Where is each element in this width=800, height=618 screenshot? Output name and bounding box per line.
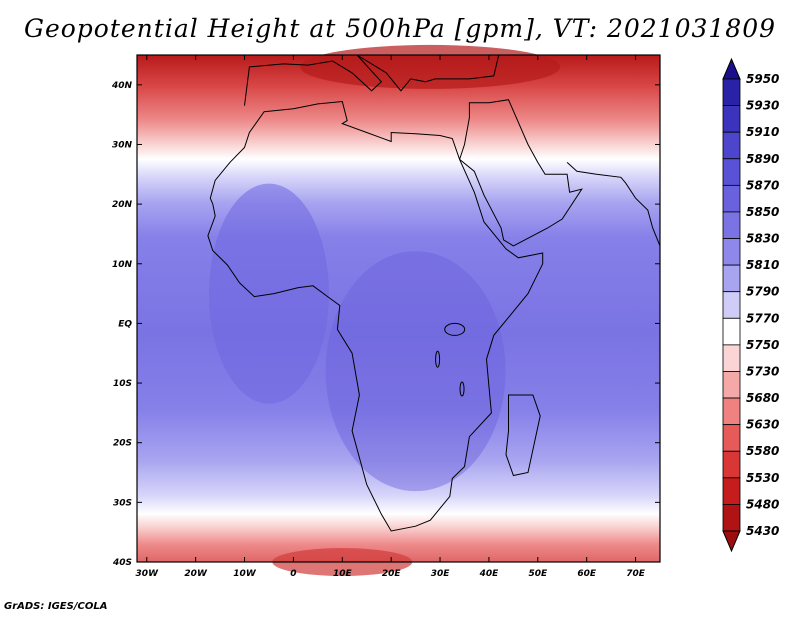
colorbar-box bbox=[722, 238, 741, 266]
colorbar-box bbox=[722, 131, 741, 160]
lake-outline bbox=[444, 322, 466, 336]
colorbar-level-label: 5850 bbox=[746, 205, 779, 219]
colorbar-level-label: 5930 bbox=[746, 99, 779, 113]
colorbar-level-label: 5890 bbox=[746, 152, 779, 166]
height-high-area bbox=[208, 183, 329, 404]
colorbar-max-triangle bbox=[722, 57, 741, 80]
colorbar-level-label: 5790 bbox=[746, 285, 779, 299]
colorbar-box bbox=[722, 211, 741, 239]
lon-tick-label: 50E bbox=[528, 569, 548, 579]
colorbar-level-label: 5750 bbox=[746, 338, 779, 352]
colorbar-box bbox=[722, 424, 741, 452]
lon-tick-label: 30E bbox=[431, 569, 451, 579]
arabia-coastline bbox=[459, 99, 583, 247]
colorbar-box bbox=[722, 397, 741, 426]
lake-outline bbox=[459, 381, 465, 397]
colorbar-min-triangle bbox=[722, 530, 741, 553]
madagascar-coastline bbox=[505, 394, 541, 477]
lon-tick-label: 20W bbox=[184, 569, 208, 579]
colorbar-level-label: 5910 bbox=[746, 125, 779, 139]
lon-tick-label: 0 bbox=[290, 569, 296, 579]
lat-tick-label: 30N bbox=[112, 140, 133, 150]
colorbar-level-label: 5870 bbox=[746, 178, 779, 192]
lon-tick-label: 70E bbox=[626, 569, 646, 579]
lat-tick-label: 40S bbox=[112, 558, 132, 568]
colorbar-box bbox=[722, 477, 741, 505]
height-high-area bbox=[325, 251, 506, 492]
lat-tick-label: 10S bbox=[113, 379, 132, 389]
lon-tick-label: 30W bbox=[136, 569, 160, 579]
africa-coastline bbox=[207, 100, 544, 532]
height-low-area bbox=[300, 44, 561, 89]
colorbar-box bbox=[722, 317, 741, 346]
lon-tick-label: 40E bbox=[479, 569, 500, 579]
colorbar-level-label: 5730 bbox=[746, 364, 779, 378]
colorbar-level-label: 5580 bbox=[746, 444, 779, 458]
colorbar-level-label: 5530 bbox=[746, 471, 779, 485]
lat-tick-label: 20N bbox=[112, 200, 133, 210]
lon-tick-label: 60E bbox=[577, 569, 597, 579]
colorbar-box bbox=[722, 158, 741, 186]
colorbar-level-label: 5810 bbox=[746, 258, 779, 272]
asia-coastline bbox=[566, 162, 661, 247]
colorbar-box bbox=[722, 291, 741, 319]
colorbar-level-label: 5680 bbox=[746, 391, 779, 405]
colorbar-level-label: 5480 bbox=[746, 497, 779, 511]
colorbar-level-label: 5950 bbox=[746, 72, 779, 86]
colorbar-box bbox=[722, 450, 741, 479]
lon-tick-label: 10E bbox=[333, 569, 353, 579]
colorbar-box bbox=[722, 504, 741, 532]
colorbar-box bbox=[722, 344, 741, 372]
colorbar-box bbox=[722, 264, 741, 293]
lat-tick-label: EQ bbox=[118, 319, 132, 329]
lon-tick-label: 20E bbox=[382, 569, 402, 579]
colorbar-level-label: 5430 bbox=[746, 524, 779, 538]
lake-outline bbox=[435, 350, 441, 368]
lat-tick-label: 40N bbox=[111, 81, 133, 91]
map-title: Geopotential Height at 500hPa [gpm], VT:… bbox=[23, 14, 777, 43]
colorbar-box bbox=[722, 105, 741, 133]
colorbar-box bbox=[722, 184, 741, 213]
lat-tick-label: 30S bbox=[113, 498, 132, 508]
lat-tick-label: 10N bbox=[112, 260, 133, 270]
colorbar-level-label: 5770 bbox=[746, 311, 779, 325]
grads-credit: GrADS: IGES/COLA bbox=[4, 601, 108, 612]
lat-tick-label: 20S bbox=[113, 439, 132, 449]
colorbar-box bbox=[722, 371, 741, 399]
colorbar-level-label: 5830 bbox=[746, 232, 779, 246]
colorbar-box bbox=[722, 78, 741, 106]
lon-tick-label: 10W bbox=[233, 569, 257, 579]
plot-frame bbox=[136, 54, 661, 563]
colorbar-level-label: 5630 bbox=[746, 418, 779, 432]
